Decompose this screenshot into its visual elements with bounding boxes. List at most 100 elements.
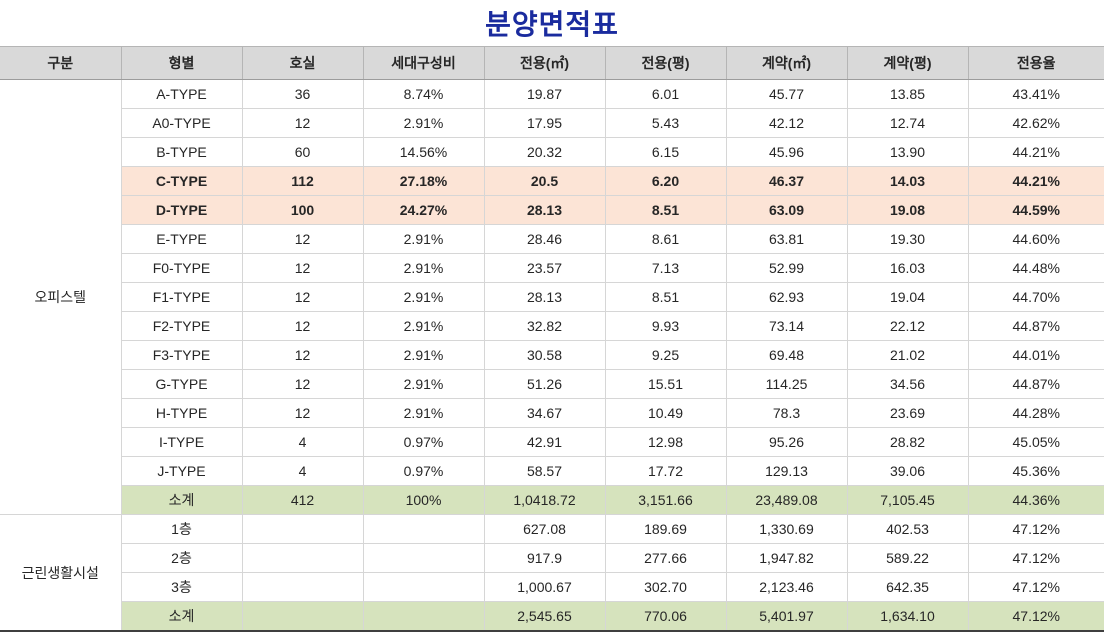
value-cell: 7.13 [604, 253, 727, 283]
header-cell: 계약(㎡) [725, 46, 848, 80]
value-cell: 2.91% [362, 398, 485, 428]
value-cell: 1,330.69 [725, 514, 848, 544]
value-cell: 2.91% [362, 282, 485, 312]
header-cell: 전용(㎡) [483, 46, 606, 80]
value-cell: 5.43 [604, 108, 727, 138]
value-cell: 2.91% [362, 311, 485, 341]
value-cell: 12 [241, 340, 364, 370]
value-cell: 45.77 [725, 79, 848, 109]
value-cell: 52.99 [725, 253, 848, 283]
value-cell: 917.9 [483, 543, 606, 573]
header-cell: 형별 [120, 46, 243, 80]
value-cell: 19.04 [846, 282, 969, 312]
value-cell [362, 543, 485, 573]
value-cell: 6.01 [604, 79, 727, 109]
table-row: B-TYPE 60 14.56% 20.32 6.15 45.96 13.90 44.21% [0, 137, 1104, 167]
row-label-cell: F3-TYPE [120, 340, 243, 370]
value-cell: 69.48 [725, 340, 848, 370]
value-cell: 2,123.46 [725, 572, 848, 602]
value-cell: 402.53 [846, 514, 969, 544]
value-cell: 45.36% [967, 456, 1104, 486]
value-cell: 32.82 [483, 311, 606, 341]
value-cell: 8.51 [604, 195, 727, 225]
value-cell: 2,545.65 [483, 601, 606, 632]
value-cell: 12 [241, 282, 364, 312]
value-cell: 589.22 [846, 543, 969, 573]
value-cell [241, 514, 364, 544]
value-cell: 5,401.97 [725, 601, 848, 632]
row-label-cell: 소계 [120, 485, 243, 515]
table-row: E-TYPE 12 2.91% 28.46 8.61 63.81 19.30 44.60% [0, 224, 1104, 254]
table-body: 오피스텔 A-TYPE 36 8.74% 19.87 6.01 45.77 13.85 43.4… [0, 79, 1104, 632]
value-cell: 44.70% [967, 282, 1104, 312]
value-cell: 100 [241, 195, 364, 225]
value-cell: 12.74 [846, 108, 969, 138]
value-cell: 12.98 [604, 427, 727, 457]
value-cell: 44.59% [967, 195, 1104, 225]
table-row: F2-TYPE 12 2.91% 32.82 9.93 73.14 22.12 44.87% [0, 311, 1104, 341]
value-cell [362, 601, 485, 632]
value-cell: 9.93 [604, 311, 727, 341]
value-cell: 9.25 [604, 340, 727, 370]
title-bar: 분양면적표 [0, 0, 1104, 46]
value-cell: 20.5 [483, 166, 606, 196]
value-cell: 42.12 [725, 108, 848, 138]
row-label-cell: 3층 [120, 572, 243, 602]
value-cell: 2.91% [362, 369, 485, 399]
value-cell: 12 [241, 224, 364, 254]
value-cell: 19.30 [846, 224, 969, 254]
group-cell: 오피스텔 [0, 79, 122, 515]
header-cell: 호실 [241, 46, 364, 80]
row-label-cell: B-TYPE [120, 137, 243, 167]
value-cell: 12 [241, 253, 364, 283]
value-cell: 8.51 [604, 282, 727, 312]
value-cell: 47.12% [967, 572, 1104, 602]
row-label-cell: 소계 [120, 601, 243, 632]
table-row: 3층 1,000.67 302.70 2,123.46 642.35 47.12% [0, 572, 1104, 602]
value-cell: 114.25 [725, 369, 848, 399]
value-cell: 2.91% [362, 224, 485, 254]
value-cell: 1,634.10 [846, 601, 969, 632]
value-cell: 1,947.82 [725, 543, 848, 573]
value-cell: 129.13 [725, 456, 848, 486]
value-cell: 44.21% [967, 137, 1104, 167]
value-cell: 412 [241, 485, 364, 515]
value-cell: 23.69 [846, 398, 969, 428]
value-cell: 189.69 [604, 514, 727, 544]
value-cell: 14.03 [846, 166, 969, 196]
table-row: 근린생활시설 1층 627.08 189.69 1,330.69 402.53 47.12% [0, 514, 1104, 632]
value-cell: 28.82 [846, 427, 969, 457]
value-cell: 39.06 [846, 456, 969, 486]
table-row: F1-TYPE 12 2.91% 28.13 8.51 62.93 19.04 44.70% [0, 282, 1104, 312]
header-row: 구분 형별 호실 세대구성비 전용(㎡) 전용(평) 계약(㎡) 계약(평) 전용율 [0, 46, 1104, 80]
row-label-cell: D-TYPE [120, 195, 243, 225]
value-cell: 63.09 [725, 195, 848, 225]
value-cell: 47.12% [967, 601, 1104, 632]
value-cell: 28.13 [483, 195, 606, 225]
sale-area-table: 구분 형별 호실 세대구성비 전용(㎡) 전용(평) 계약(㎡) 계약(평) 전용율 오피스텔 A… [0, 46, 1104, 632]
value-cell: 45.96 [725, 137, 848, 167]
row-label-cell: A0-TYPE [120, 108, 243, 138]
table-row: 소계 2,545.65 770.06 5,401.97 1,634.10 47.12% [0, 601, 1104, 632]
table-row: 오피스텔 A-TYPE 36 8.74% 19.87 6.01 45.77 13.85 43.4… [0, 79, 1104, 515]
value-cell: 34.67 [483, 398, 606, 428]
table-row: I-TYPE 4 0.97% 42.91 12.98 95.26 28.82 45.05% [0, 427, 1104, 457]
table-row: F3-TYPE 12 2.91% 30.58 9.25 69.48 21.02 44.01% [0, 340, 1104, 370]
row-label-cell: F1-TYPE [120, 282, 243, 312]
value-cell: 302.70 [604, 572, 727, 602]
value-cell: 0.97% [362, 456, 485, 486]
value-cell: 8.61 [604, 224, 727, 254]
row-label-cell: G-TYPE [120, 369, 243, 399]
value-cell: 95.26 [725, 427, 848, 457]
value-cell: 16.03 [846, 253, 969, 283]
value-cell: 12 [241, 311, 364, 341]
value-cell: 12 [241, 369, 364, 399]
value-cell: 770.06 [604, 601, 727, 632]
header-cell: 전용율 [967, 46, 1104, 80]
value-cell: 2.91% [362, 108, 485, 138]
value-cell: 642.35 [846, 572, 969, 602]
value-cell [241, 601, 364, 632]
value-cell: 100% [362, 485, 485, 515]
value-cell: 30.58 [483, 340, 606, 370]
value-cell: 44.01% [967, 340, 1104, 370]
